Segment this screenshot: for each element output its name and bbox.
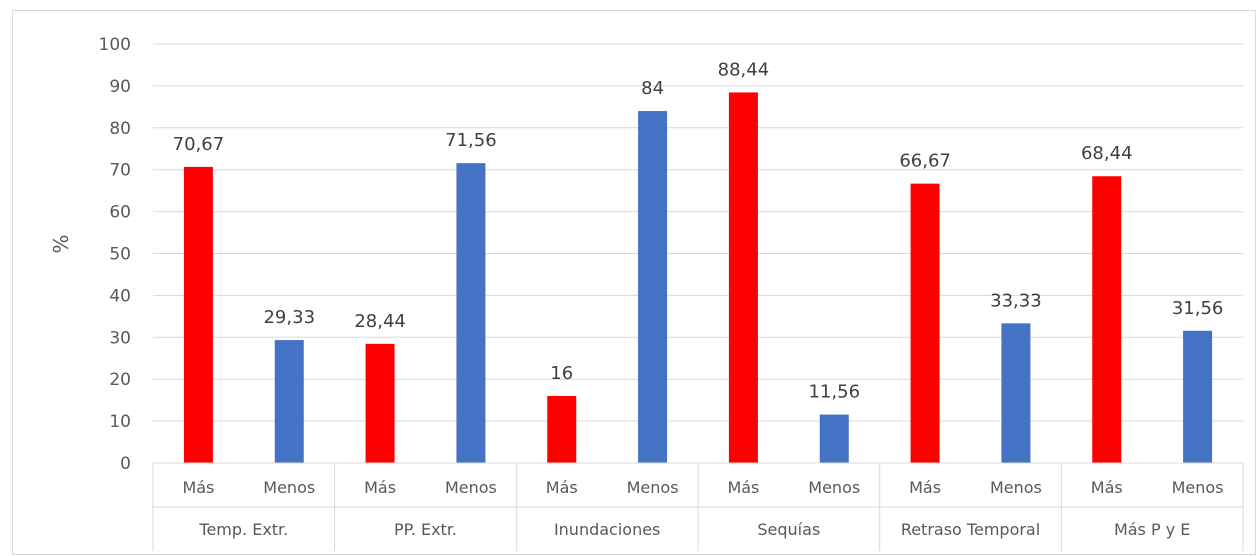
bar — [365, 343, 395, 463]
data-labels: 70,67 29,33 28,44 71,56 16 84 88,44 11,56 66,67 3… — [173, 59, 1224, 402]
data-label: 11,56 — [808, 382, 860, 403]
y-tick-label: 40 — [109, 286, 131, 306]
y-tick-label: 50 — [109, 245, 131, 265]
category-label: Menos — [445, 478, 497, 497]
y-axis-title: % — [49, 234, 73, 253]
bar — [728, 92, 758, 463]
group-label: Más P y E — [1114, 520, 1190, 539]
y-axis-ticks: 0 10 20 30 40 50 60 70 80 90 100 — [99, 35, 131, 474]
data-label: 33,33 — [990, 290, 1042, 311]
y-tick-label: 0 — [120, 454, 131, 474]
data-label: 84 — [641, 78, 664, 99]
bar — [819, 414, 849, 463]
data-label: 70,67 — [173, 134, 225, 155]
group-label: Temp. Extr. — [198, 520, 288, 539]
category-label: Más — [1091, 478, 1123, 497]
category-label: Menos — [808, 478, 860, 497]
category-label: Menos — [1172, 478, 1224, 497]
data-label: 31,56 — [1172, 298, 1224, 319]
bar — [183, 166, 213, 463]
group-label: Retraso Temporal — [901, 520, 1040, 539]
data-label: 29,33 — [263, 307, 315, 328]
group-label: Inundaciones — [554, 520, 660, 539]
y-tick-label: 80 — [109, 119, 131, 139]
y-tick-label: 90 — [109, 77, 131, 97]
bar-chart: % 0 10 20 30 40 50 60 70 80 90 100 70,67 29,33 28,44… — [49, 35, 1244, 551]
y-tick-label: 30 — [109, 328, 131, 348]
data-label: 28,44 — [354, 311, 406, 332]
y-tick-label: 100 — [99, 35, 131, 55]
bar — [456, 163, 486, 463]
bar — [274, 340, 304, 463]
y-tick-label: 10 — [109, 412, 131, 432]
y-tick-label: 70 — [109, 161, 131, 181]
data-label: 71,56 — [445, 130, 497, 151]
data-label: 66,67 — [899, 151, 951, 172]
category-label: Menos — [990, 478, 1042, 497]
data-label: 88,44 — [718, 59, 770, 80]
bars — [183, 92, 1213, 464]
group-label: PP. Extr. — [394, 520, 457, 539]
bar — [1092, 176, 1122, 464]
category-label: Más — [364, 478, 396, 497]
chart-area: % 0 10 20 30 40 50 60 70 80 90 100 70,67 29,33 28,44… — [12, 10, 1256, 555]
y-tick-label: 20 — [109, 370, 131, 390]
category-label: Más — [182, 478, 214, 497]
category-label: Más — [727, 478, 759, 497]
data-label: 68,44 — [1081, 143, 1133, 164]
bar — [1183, 330, 1213, 463]
category-label: Más — [546, 478, 578, 497]
y-tick-label: 60 — [109, 203, 131, 223]
category-label: Menos — [627, 478, 679, 497]
bar — [638, 111, 668, 463]
bar — [910, 183, 940, 463]
gridlines — [153, 43, 1243, 422]
data-label: 16 — [550, 363, 573, 384]
bar — [547, 395, 577, 463]
bar — [1001, 323, 1031, 463]
group-label: Sequías — [757, 520, 820, 539]
x-axis: Temp. Extr. Más Menos PP. Extr. Más Menos Inun… — [152, 462, 1244, 551]
category-label: Más — [909, 478, 941, 497]
category-label: Menos — [263, 478, 315, 497]
